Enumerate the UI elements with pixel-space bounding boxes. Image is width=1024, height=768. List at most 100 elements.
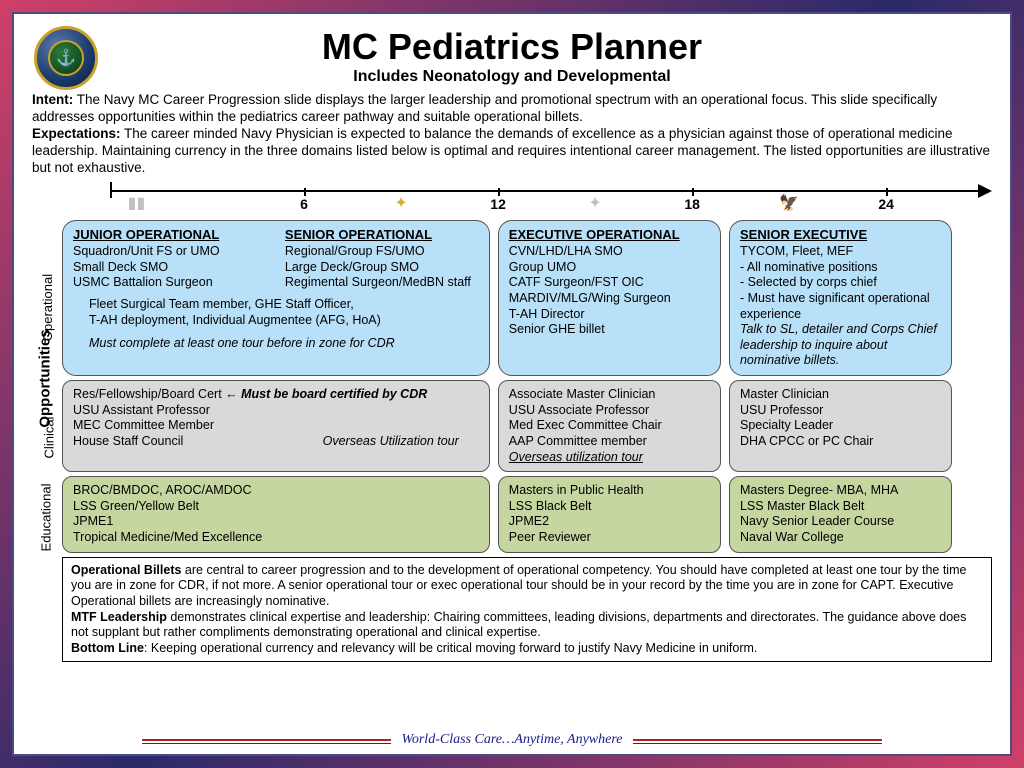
tick-label-18: 18 xyxy=(684,196,700,212)
ed1-l2: LSS Green/Yellow Belt xyxy=(73,499,199,513)
ed3-l2: LSS Master Black Belt xyxy=(740,499,864,513)
exec-op-l1: CVN/LHD/LHA SMO xyxy=(509,244,623,258)
page-subtitle: Includes Neonatology and Developmental xyxy=(32,68,992,86)
operational-row: JUNIOR OPERATIONAL Squadron/Unit FS or U… xyxy=(62,220,992,376)
cl3-l3: Specialty Leader xyxy=(740,418,833,432)
educational-label: Educational xyxy=(38,484,53,552)
navy-medicine-logo: ⚓ xyxy=(34,26,98,90)
ed3-l3: Navy Senior Leader Course xyxy=(740,514,894,528)
jr-operational-heading: JUNIOR OPERATIONAL xyxy=(73,227,219,242)
jr-op-line3: USMC Battalion Surgeon xyxy=(73,275,213,289)
cl3-l4: DHA CPCC or PC Chair xyxy=(740,434,873,448)
page: ⚓ MC Pediatrics Planner Includes Neonato… xyxy=(12,12,1012,756)
exec-op-l6: Senior GHE billet xyxy=(509,322,605,336)
cl3-l2: USU Professor xyxy=(740,403,823,417)
intent-block: Intent: The Navy MC Career Progression s… xyxy=(32,92,992,176)
boxes-grid: JUNIOR OPERATIONAL Squadron/Unit FS or U… xyxy=(62,220,992,552)
jr-op-line1: Squadron/Unit FS or UMO xyxy=(73,244,220,258)
clinical-box-3: Master Clinician USU Professor Specialty… xyxy=(729,380,952,472)
footnote-bottomline-label: Bottom Line xyxy=(71,641,144,655)
tick-6 xyxy=(304,188,306,196)
clinical-box-1: Res/Fellowship/Board Cert ← Must be boar… xyxy=(62,380,490,472)
cl2-l2: USU Associate Professor xyxy=(509,403,649,417)
row-labels: Opportunities Operational Clinical Educa… xyxy=(32,220,62,552)
timeline-axis xyxy=(110,190,982,192)
ed2-l2: LSS Black Belt xyxy=(509,499,592,513)
op-extra-line1: Fleet Surgical Team member, GHE Staff Of… xyxy=(89,297,354,311)
cl2-l3: Med Exec Committee Chair xyxy=(509,418,662,432)
ed1-l3: JPME1 xyxy=(73,514,113,528)
operational-label: Operational xyxy=(40,274,55,341)
educational-box-3: Masters Degree- MBA, MHA LSS Master Blac… xyxy=(729,476,952,553)
sen-exec-l2: - All nominative positions xyxy=(740,260,878,274)
opportunities-label: Opportunities xyxy=(37,330,54,428)
sr-op-line3: Regimental Surgeon/MedBN staff xyxy=(285,275,471,289)
sr-operational-heading: SENIOR OPERATIONAL xyxy=(285,227,432,242)
tick-12 xyxy=(498,188,500,196)
motto-text: World-Class Care…Anytime, Anywhere xyxy=(391,732,632,748)
educational-box-1: BROC/BMDOC, AROC/AMDOC LSS Green/Yellow … xyxy=(62,476,490,553)
exec-op-l2: Group UMO xyxy=(509,260,576,274)
cl2-overseas: Overseas utilization tour xyxy=(509,450,643,464)
senior-exec-heading: SENIOR EXECUTIVE xyxy=(740,227,867,242)
logo-anchor-icon: ⚓ xyxy=(48,40,84,76)
senior-exec-box: SENIOR EXECUTIVE TYCOM, Fleet, MEF - All… xyxy=(729,220,952,376)
jr-op-line2: Small Deck SMO xyxy=(73,260,168,274)
ed2-l4: Peer Reviewer xyxy=(509,530,591,544)
exec-op-l5: T-AH Director xyxy=(509,307,585,321)
ed3-l1: Masters Degree- MBA, MHA xyxy=(740,483,898,497)
cl1-overseas: Overseas Utilization tour xyxy=(323,434,479,450)
sr-op-line2: Large Deck/Group SMO xyxy=(285,260,419,274)
footer: World-Class Care…Anytime, Anywhere xyxy=(142,730,882,748)
page-title: MC Pediatrics Planner xyxy=(32,26,992,68)
op-must-complete: Must complete at least one tour before i… xyxy=(73,336,479,352)
footnote-bottomline-text: : Keeping operational currency and relev… xyxy=(144,641,757,655)
sen-exec-l4: - Must have significant operational expe… xyxy=(740,291,930,321)
footnote-opbillets-label: Operational Billets xyxy=(71,563,181,577)
cl1-l4: House Staff Council xyxy=(73,434,183,448)
content-grid: Opportunities Operational Clinical Educa… xyxy=(32,220,992,552)
tick-label-6: 6 xyxy=(300,196,308,212)
cl1-l1b: ← Must be board certified by CDR xyxy=(225,387,427,401)
ed2-l1: Masters in Public Health xyxy=(509,483,644,497)
rank-o5-icon: ✦ xyxy=(583,194,607,212)
tick-label-24: 24 xyxy=(878,196,894,212)
clinical-box-2: Associate Master Clinician USU Associate… xyxy=(498,380,721,472)
tick-24 xyxy=(886,188,888,196)
op-extra-line2: T-AH deployment, Individual Augmentee (A… xyxy=(89,313,381,327)
intent-label: Intent: xyxy=(32,92,73,107)
educational-row: BROC/BMDOC, AROC/AMDOC LSS Green/Yellow … xyxy=(62,476,992,553)
tick-label-12: 12 xyxy=(490,196,506,212)
rank-o4-icon: ✦ xyxy=(389,194,413,212)
expectations-text: The career minded Navy Physician is expe… xyxy=(32,126,990,175)
exec-op-l3: CATF Surgeon/FST OIC xyxy=(509,275,644,289)
ed3-l4: Naval War College xyxy=(740,530,844,544)
footnote-mtf-text: demonstrates clinical expertise and lead… xyxy=(71,610,966,640)
timeline-arrow-icon xyxy=(978,184,992,198)
expectations-label: Expectations: xyxy=(32,126,121,141)
educational-box-2: Masters in Public Health LSS Black Belt … xyxy=(498,476,721,553)
tick-18 xyxy=(692,188,694,196)
exec-op-l4: MARDIV/MLG/Wing Surgeon xyxy=(509,291,671,305)
cl1-l2: USU Assistant Professor xyxy=(73,403,210,417)
rank-o3-icon: ▮▮ xyxy=(124,194,148,212)
sen-exec-l1: TYCOM, Fleet, MEF xyxy=(740,244,853,258)
footnote-block: Operational Billets are central to caree… xyxy=(62,557,992,663)
intent-text: The Navy MC Career Progression slide dis… xyxy=(32,92,937,124)
clinical-row: Res/Fellowship/Board Cert ← Must be boar… xyxy=(62,380,992,472)
cl1-l1a: Res/Fellowship/Board Cert xyxy=(73,387,225,401)
cl2-l1: Associate Master Clinician xyxy=(509,387,656,401)
clinical-label: Clinical xyxy=(41,417,56,459)
cl1-l3: MEC Committee Member xyxy=(73,418,214,432)
operational-jr-sr-box: JUNIOR OPERATIONAL Squadron/Unit FS or U… xyxy=(62,220,490,376)
sr-op-line1: Regional/Group FS/UMO xyxy=(285,244,425,258)
ed2-l3: JPME2 xyxy=(509,514,549,528)
ed1-l4: Tropical Medicine/Med Excellence xyxy=(73,530,262,544)
rank-o6-icon: 🦅 xyxy=(777,194,801,212)
sen-exec-talk: Talk to SL, detailer and Corps Chief lea… xyxy=(740,322,937,367)
ed1-l1: BROC/BMDOC, AROC/AMDOC xyxy=(73,483,252,497)
timeline: 6 12 18 24 ▮▮ ✦ ✦ 🦅 xyxy=(110,184,992,214)
exec-operational-heading: EXECUTIVE OPERATIONAL xyxy=(509,227,680,242)
cl3-l1: Master Clinician xyxy=(740,387,829,401)
exec-operational-box: EXECUTIVE OPERATIONAL CVN/LHD/LHA SMO Gr… xyxy=(498,220,721,376)
